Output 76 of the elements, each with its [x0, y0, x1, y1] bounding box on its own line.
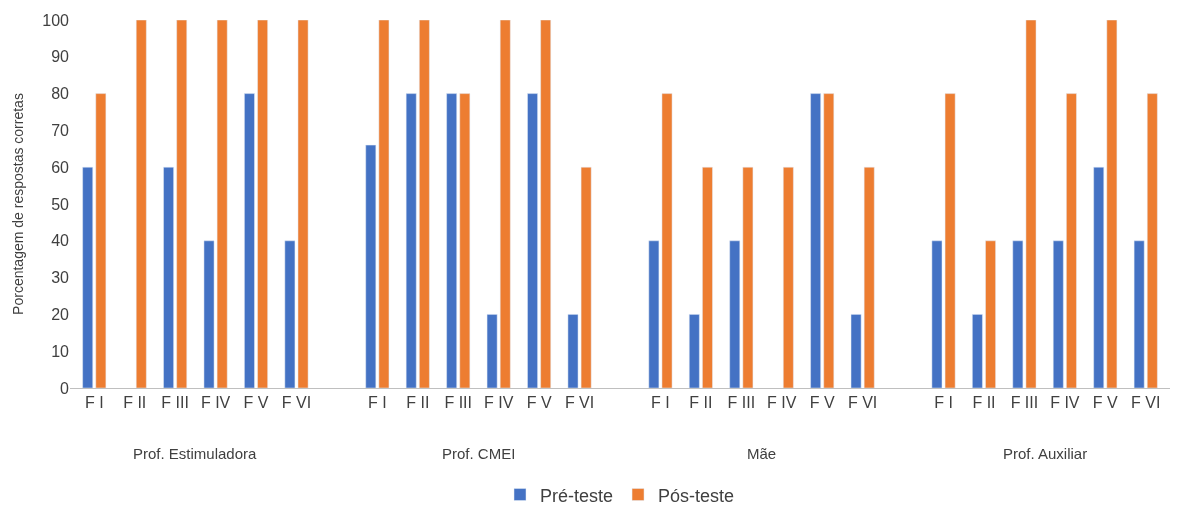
text: Prof. CMEI — [442, 445, 516, 462]
text: Prof. Auxiliar — [1003, 445, 1088, 462]
x-tick-label: F I — [651, 394, 670, 412]
x-tick-label: F IV — [484, 394, 514, 412]
text: Mãe — [747, 445, 777, 462]
bar — [163, 166, 174, 388]
bar — [972, 314, 983, 388]
y-tick-label: 90 — [51, 48, 70, 66]
y-tick-label: 30 — [51, 269, 70, 287]
y-tick-label: 10 — [51, 342, 70, 360]
bar — [742, 166, 754, 388]
bar — [1066, 93, 1077, 388]
bar — [378, 20, 390, 388]
y-tick-label: 50 — [51, 195, 70, 213]
y-tick-label: 40 — [51, 232, 70, 250]
x-tick-label: F I — [934, 394, 953, 412]
legend-label: Pós-teste — [658, 485, 735, 506]
bar — [95, 93, 107, 388]
x-tick-label: F IV — [1050, 394, 1080, 412]
x-tick-label: F V — [526, 394, 552, 412]
bar — [1106, 20, 1118, 388]
bar — [1093, 166, 1105, 388]
y-tick-label: 100 — [42, 11, 70, 29]
bar — [1133, 240, 1145, 388]
x-tick-label: F VI — [564, 394, 595, 412]
x-tick-label: F IV — [767, 394, 797, 412]
bar — [405, 93, 417, 388]
x-tick-label: F III — [161, 394, 189, 412]
bar — [244, 93, 255, 388]
x-tick-label: F V — [243, 394, 269, 412]
y-tick-label: 0 — [60, 379, 70, 397]
bar — [1147, 93, 1158, 388]
x-tick-label: F II — [123, 394, 147, 412]
bar — [176, 20, 188, 388]
bar — [810, 93, 821, 388]
x-tick-label: F V — [809, 394, 835, 412]
legend-label: Pré-teste — [540, 485, 614, 506]
x-tick-label: F III — [444, 394, 473, 412]
x-tick-label: F II — [689, 394, 713, 412]
x-tick-label: F I — [84, 394, 104, 412]
x-tick-label: F VI — [281, 394, 312, 412]
x-tick-label: F II — [972, 394, 996, 412]
y-tick-label: 20 — [51, 306, 70, 323]
bar — [82, 166, 93, 388]
x-tick-label: F IV — [200, 394, 231, 412]
x-tick-label: F II — [406, 394, 430, 412]
bar — [419, 20, 430, 388]
bar — [446, 93, 457, 388]
bar — [689, 314, 700, 388]
x-tick-label: F III — [727, 394, 756, 412]
bar — [783, 166, 794, 388]
bar — [365, 144, 377, 388]
bar — [1052, 240, 1064, 388]
x-tick-label: F VI — [847, 394, 878, 412]
y-tick-label: 60 — [51, 158, 70, 176]
bar — [823, 93, 835, 388]
text: Prof. Estimuladora — [133, 445, 258, 462]
bar — [499, 20, 511, 388]
bar — [540, 20, 551, 388]
bar — [459, 93, 471, 388]
bar — [863, 166, 875, 388]
x-tick-label: F I — [368, 394, 387, 412]
bar — [729, 240, 741, 388]
bar — [486, 314, 498, 388]
bar — [702, 166, 713, 388]
x-tick-label: F III — [1010, 394, 1039, 412]
bar — [257, 20, 268, 388]
bar — [850, 314, 862, 388]
bar — [135, 20, 147, 388]
y-axis-title: Porcentagem de respostas corretas — [9, 93, 26, 315]
bar — [527, 93, 538, 388]
x-tick-label: F V — [1092, 394, 1119, 412]
x-tick-label: F VI — [1131, 394, 1161, 412]
y-tick-label: 80 — [51, 85, 70, 103]
y-tick-label: 70 — [51, 122, 70, 139]
bar — [985, 240, 996, 388]
